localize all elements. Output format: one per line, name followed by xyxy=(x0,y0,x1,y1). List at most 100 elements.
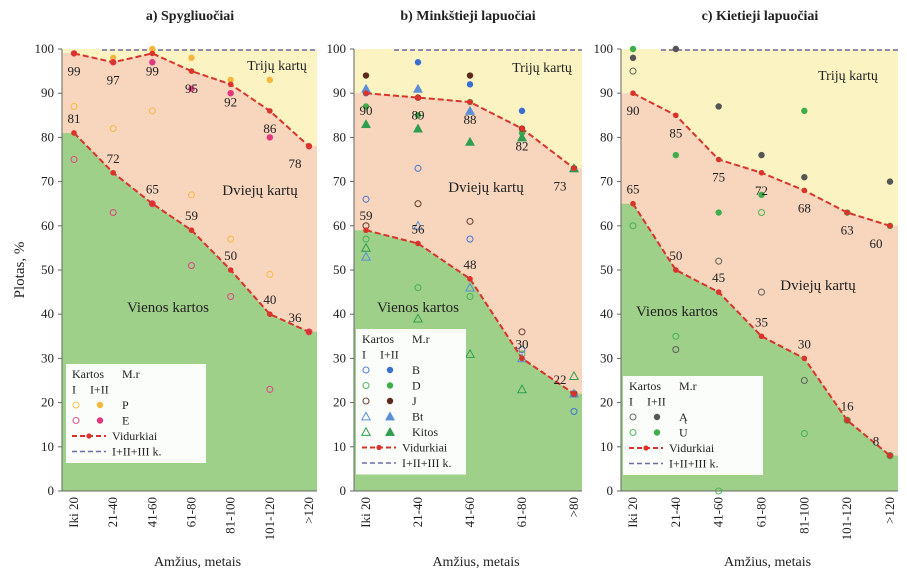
zone-label-three: Trijų kartų xyxy=(247,59,307,74)
y-tick-label: 0 xyxy=(48,483,55,498)
data-label: 95 xyxy=(185,81,198,96)
y-axis-label: Plotas, % xyxy=(12,242,28,299)
legend-marker-I xyxy=(629,413,637,421)
data-label: 48 xyxy=(464,257,477,272)
y-tick-label: 50 xyxy=(333,262,346,277)
avg-point-two xyxy=(188,68,195,74)
x-tick-label: 41-60 xyxy=(144,497,159,527)
avg-point-two xyxy=(630,90,636,96)
legend-header: M.r xyxy=(412,332,430,346)
x-tick-label: 101-120 xyxy=(262,497,277,540)
legend-marker-I xyxy=(360,426,372,436)
legend-header: Kartos xyxy=(72,367,104,381)
point-J-I xyxy=(518,328,526,336)
data-label: 36 xyxy=(289,310,303,325)
point-Bt-I xyxy=(464,282,476,292)
legend-marker-I xyxy=(72,416,80,425)
avg-point-one xyxy=(519,355,525,362)
point-P-I-II xyxy=(188,54,195,62)
point-J-I xyxy=(414,200,422,208)
legend-item-label: Bt xyxy=(412,410,424,424)
point-P-I xyxy=(148,107,156,115)
data-label: 68 xyxy=(798,200,811,215)
avg-point-one xyxy=(415,240,421,247)
point-P-I xyxy=(109,125,117,133)
avg-point-one xyxy=(887,452,893,459)
point-U-I-II xyxy=(715,209,722,216)
point-E-I xyxy=(70,155,78,164)
point-E-I xyxy=(305,328,313,336)
panel-2: 0 10 20 30 40 50 60 70 80 90 100 Iki 20 21-40 41-60 61… xyxy=(327,41,582,528)
point-Kitos-I xyxy=(464,348,476,358)
data-label: 97 xyxy=(107,72,121,87)
legend-marker-I-II xyxy=(96,417,104,424)
point-D-I-II xyxy=(362,103,370,110)
legend-item-label: U xyxy=(679,426,688,440)
zone-label-one: Vienos kartos xyxy=(636,304,718,320)
point-P-I xyxy=(227,235,235,243)
avg-point-two xyxy=(306,143,312,150)
x-tick-label: 41-60 xyxy=(462,497,477,527)
x-tick-label: >80 xyxy=(566,497,581,517)
legend-marker-I-II xyxy=(653,429,661,436)
avg-point-two xyxy=(571,165,577,172)
point-E-I-II xyxy=(149,59,156,66)
avg-point-two xyxy=(715,156,722,163)
zone-label-three: Trijų kartų xyxy=(818,69,878,84)
y-tick-label: 20 xyxy=(600,395,613,410)
data-label: 8 xyxy=(873,434,880,449)
point-D-I-II xyxy=(414,112,422,119)
avg-point-two xyxy=(844,209,850,216)
avg-point-one xyxy=(571,390,577,397)
point-E-I xyxy=(109,208,117,217)
legend-subheader: I+II xyxy=(380,348,399,362)
point-Ą-I-II xyxy=(758,151,765,159)
legend-marker-I xyxy=(362,381,370,390)
legend-header: Kartos xyxy=(362,332,394,346)
y-tick-label: 90 xyxy=(333,85,346,100)
zone-label-two: Dviejų kartų xyxy=(448,180,524,196)
y-tick-label: 60 xyxy=(333,218,346,233)
data-label: 82 xyxy=(516,139,529,154)
legend-marker-I xyxy=(362,366,370,374)
avg-point-two xyxy=(519,125,525,132)
y-tick-label: 30 xyxy=(41,350,54,365)
legend-header: M.r xyxy=(679,379,697,393)
point-B-I-II xyxy=(518,107,526,115)
point-Kitos-I-II xyxy=(516,132,528,142)
y-tick-label: 70 xyxy=(333,174,346,189)
y-tick-label: 0 xyxy=(340,483,347,498)
point-E-I xyxy=(266,385,274,393)
legend-marker-I xyxy=(629,428,637,437)
y-tick-label: 30 xyxy=(600,350,613,365)
point-U-I xyxy=(629,222,637,230)
y-tick-label: 80 xyxy=(600,129,613,144)
avg-point-one xyxy=(227,267,234,273)
data-label: 72 xyxy=(107,151,120,166)
legend-line-label: I+II+III k. xyxy=(112,445,162,459)
y-tick-label: 80 xyxy=(41,129,54,144)
point-J-I xyxy=(466,217,474,225)
point-Bt-I xyxy=(412,220,424,230)
point-D-I xyxy=(414,284,422,292)
point-Ą-I-II xyxy=(629,54,637,62)
data-label: 89 xyxy=(412,108,425,123)
panel-title: b) Minkštieji lapuočiai xyxy=(400,9,535,24)
legend-line-avg-marker xyxy=(376,444,382,451)
data-label: 56 xyxy=(412,221,426,236)
y-tick-label: 10 xyxy=(41,439,54,454)
x-tick-label: >120 xyxy=(882,497,897,524)
point-E-I-II xyxy=(188,85,195,92)
x-tick-label: 21-40 xyxy=(668,497,683,527)
legend-box xyxy=(356,329,466,475)
point-B-I-II xyxy=(466,81,474,88)
point-Ą-I xyxy=(800,376,808,385)
point-P-I xyxy=(266,270,274,278)
legend-header: M.r xyxy=(122,367,140,381)
x-tick-label: 61-80 xyxy=(514,497,529,527)
x-tick-label: Iki 20 xyxy=(625,497,640,528)
legend-item-label: Ą xyxy=(679,410,688,424)
legend-marker-I-II xyxy=(96,401,104,409)
